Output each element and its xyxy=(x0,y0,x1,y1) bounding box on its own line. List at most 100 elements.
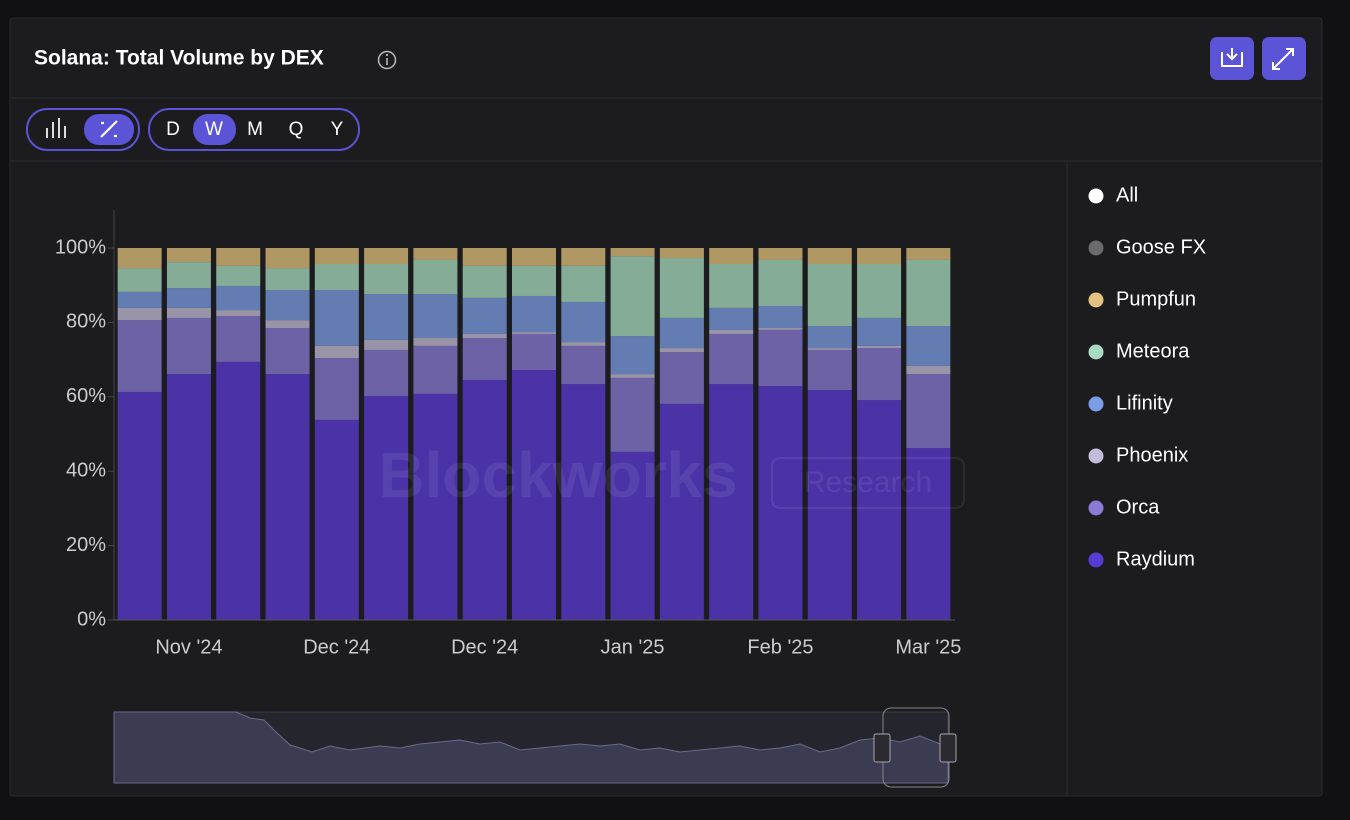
bar-segment xyxy=(659,403,704,620)
bar-segment xyxy=(512,265,556,296)
legend-swatch xyxy=(1088,396,1104,412)
legend-item[interactable]: All xyxy=(1088,184,1139,206)
bar-segment xyxy=(364,294,409,340)
x-tick-label: Mar '25 xyxy=(895,636,961,658)
legend-label: Lifinity xyxy=(1116,392,1173,414)
bar-segment xyxy=(265,268,310,291)
bar-segment xyxy=(462,380,507,620)
period-button[interactable]: Y xyxy=(331,119,344,140)
bar-segment xyxy=(314,358,359,420)
bar-segment xyxy=(561,301,606,343)
legend-item[interactable]: Phoenix xyxy=(1088,444,1189,466)
bar-segment xyxy=(512,295,556,333)
watermark-text: Research xyxy=(804,466,932,499)
legend-swatch xyxy=(1088,500,1104,516)
x-tick-label: Jan '25 xyxy=(601,636,665,658)
expand-button[interactable] xyxy=(1262,37,1306,80)
y-tick-label: 60% xyxy=(66,385,106,407)
info-icon[interactable] xyxy=(377,50,397,70)
bar-segment xyxy=(857,400,902,620)
y-tick-label: 80% xyxy=(66,311,106,333)
bar-segment xyxy=(314,419,359,620)
bar-segment xyxy=(709,248,754,264)
bar-segment xyxy=(709,333,754,385)
bar-segment xyxy=(709,384,754,620)
navigator xyxy=(113,707,957,788)
bar-segment xyxy=(166,262,211,289)
legend-item[interactable]: Meteora xyxy=(1088,340,1191,362)
bar-segment xyxy=(758,248,803,260)
y-tick-label: 20% xyxy=(66,534,106,556)
bar-segment xyxy=(117,320,162,392)
bar-segment xyxy=(807,248,852,264)
absolute-icon[interactable] xyxy=(46,118,66,138)
bar-segment xyxy=(807,263,852,327)
bar-segment xyxy=(166,317,211,375)
bar-segment xyxy=(610,377,655,452)
legend-item[interactable]: Orca xyxy=(1088,496,1161,518)
period-button[interactable]: Q xyxy=(289,119,304,140)
bar-segment xyxy=(216,316,261,362)
bar-segment xyxy=(166,307,211,318)
period-button[interactable]: W xyxy=(205,119,223,140)
bar-segment xyxy=(659,258,704,318)
legend-label: Pumpfun xyxy=(1116,288,1196,310)
bar-segment xyxy=(364,248,409,264)
bar-segment xyxy=(413,393,458,620)
bar-segment xyxy=(265,327,310,375)
bar-segment xyxy=(216,248,261,266)
legend-item[interactable]: Raydium xyxy=(1088,548,1195,570)
bar-segment xyxy=(462,297,507,334)
bar-segment xyxy=(906,365,951,375)
bar-segment xyxy=(758,327,803,330)
card-title: Solana: Total Volume by DEX xyxy=(34,47,324,70)
y-tick-label: 100% xyxy=(55,236,106,258)
bar-segment xyxy=(462,333,507,339)
bar-segment xyxy=(906,248,951,260)
legend-swatch xyxy=(1088,448,1104,464)
bar-segment xyxy=(659,317,704,349)
legend-swatch xyxy=(1088,552,1104,568)
bar-segment xyxy=(807,390,852,620)
bar-segment xyxy=(561,384,606,620)
y-tick-label: 0% xyxy=(77,608,106,630)
bar-segment xyxy=(364,396,409,620)
bar-segment xyxy=(364,339,409,350)
bar-segment xyxy=(610,248,655,257)
bar-segment xyxy=(314,345,359,359)
period-button[interactable]: M xyxy=(247,119,263,140)
legend-label: All xyxy=(1116,184,1138,206)
bar-segment xyxy=(117,268,162,292)
bar-segment xyxy=(758,386,803,620)
bar-segment xyxy=(857,317,902,346)
x-tick-label: Dec '24 xyxy=(303,636,370,658)
bar-segment xyxy=(906,259,951,327)
bar-segment xyxy=(265,320,310,328)
bar-segment xyxy=(314,248,359,264)
bar-segment xyxy=(166,288,211,308)
bar-segment xyxy=(659,348,704,353)
legend-swatch xyxy=(1088,188,1104,204)
legend-item[interactable]: Goose FX xyxy=(1088,236,1207,258)
bar-segment xyxy=(314,263,359,291)
bar-segment xyxy=(314,290,359,346)
bar-segment xyxy=(709,329,754,334)
bar-segment xyxy=(906,448,951,620)
bar-segment xyxy=(610,256,655,337)
bar-segment xyxy=(659,248,704,259)
bar-segment xyxy=(906,374,951,449)
legend-item[interactable]: Lifinity xyxy=(1088,392,1173,414)
bar-segment xyxy=(561,345,606,385)
bar-segment xyxy=(512,333,556,371)
legend-label: Phoenix xyxy=(1116,444,1188,466)
legend-swatch xyxy=(1088,240,1104,256)
legend-item[interactable]: Pumpfun xyxy=(1088,288,1197,310)
download-button[interactable] xyxy=(1210,37,1254,80)
bar-segment xyxy=(413,338,458,346)
bar-segment xyxy=(561,248,606,266)
period-button[interactable]: D xyxy=(166,119,180,140)
bar-segment xyxy=(857,345,902,349)
bar-segment xyxy=(216,265,261,286)
